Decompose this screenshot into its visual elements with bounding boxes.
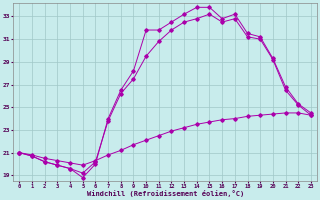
X-axis label: Windchill (Refroidissement éolien,°C): Windchill (Refroidissement éolien,°C) xyxy=(86,190,244,197)
